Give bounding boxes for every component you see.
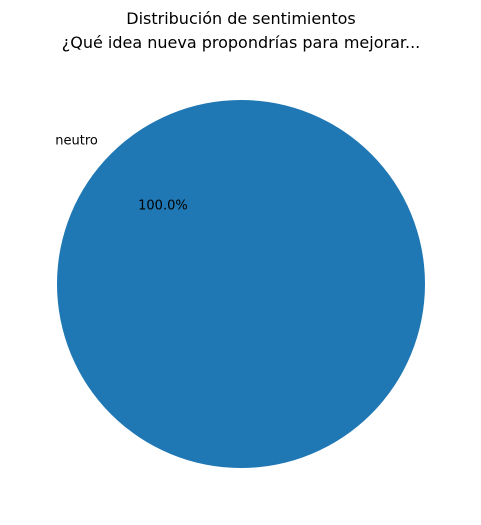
- pie-slices: 100.0% neutro: [55, 100, 425, 468]
- chart-subtitle: ¿Qué idea nueva propondrías para mejorar…: [62, 33, 420, 52]
- pie-category-label-neutro: neutro: [55, 133, 98, 148]
- pie-pct-label-neutro: 100.0%: [138, 198, 188, 213]
- pie-slice-neutro: [57, 100, 425, 468]
- chart-title: Distribución de sentimientos: [126, 9, 356, 28]
